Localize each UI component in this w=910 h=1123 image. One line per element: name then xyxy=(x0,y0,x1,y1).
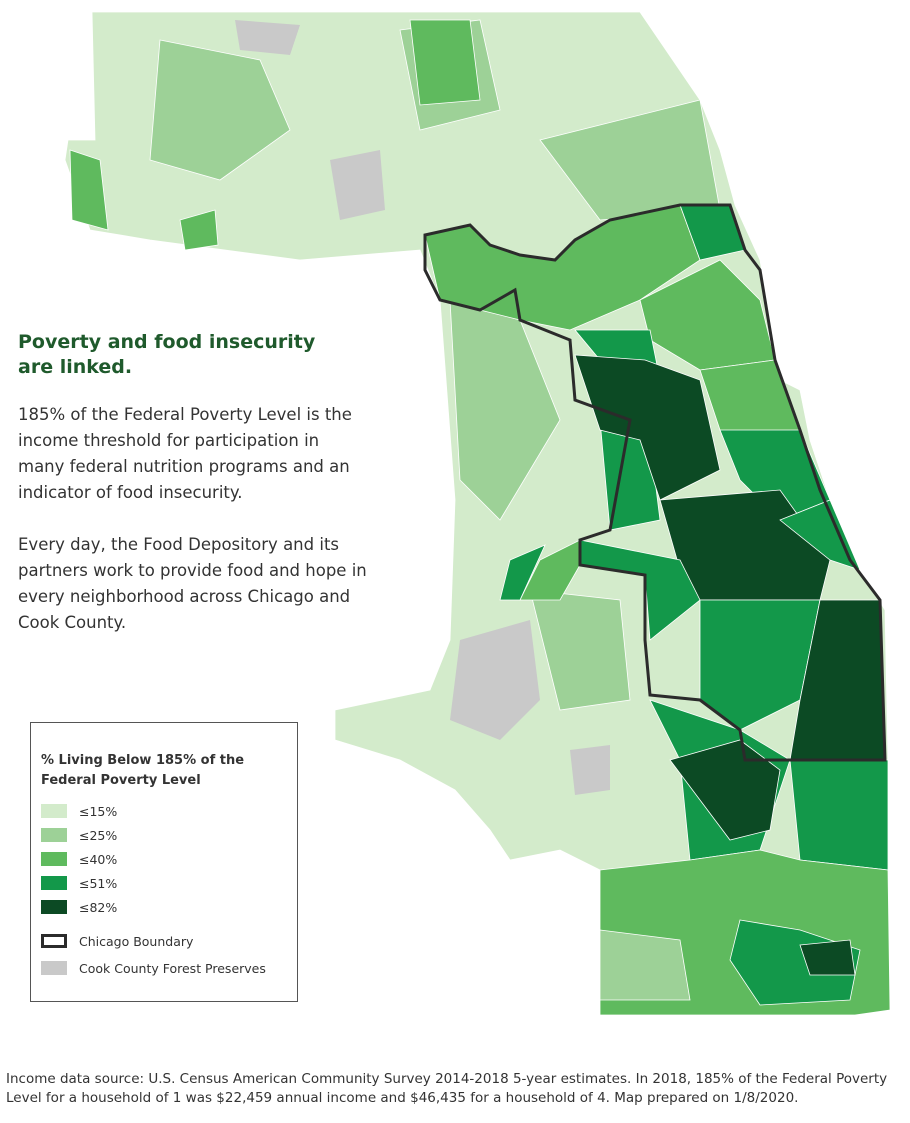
map xyxy=(64,11,891,1016)
map-region xyxy=(799,939,856,976)
map-region xyxy=(179,209,219,251)
legend-item: ≤51% xyxy=(41,875,117,891)
legend-item: ≤40% xyxy=(41,851,117,867)
legend-label: ≤15% xyxy=(79,803,118,819)
legend-title: % Living Below 185% of the Federal Pover… xyxy=(41,753,245,788)
map-region xyxy=(779,499,861,571)
forest-swatch xyxy=(41,961,67,975)
map-region xyxy=(499,544,546,601)
legend-boundary: Chicago Boundary xyxy=(41,933,193,949)
chicago-boundary xyxy=(423,203,887,762)
boundary-swatch xyxy=(41,934,67,948)
legend-swatch xyxy=(41,852,67,866)
legend-label: Cook County Forest Preserves xyxy=(79,960,266,976)
paragraph: 185% of the Federal Poverty Level is the… xyxy=(18,405,352,502)
map-region xyxy=(149,39,291,181)
map-region xyxy=(669,739,781,841)
legend-item: ≤15% xyxy=(41,803,117,819)
legend-swatch xyxy=(41,900,67,914)
legend: % Living Below 185% of the Federal Pover… xyxy=(30,722,298,1002)
legend-swatch xyxy=(41,804,67,818)
map-region xyxy=(69,149,109,231)
legend-label: ≤82% xyxy=(79,899,118,915)
map-region xyxy=(574,354,721,501)
legend-swatch xyxy=(41,828,67,842)
legend-item: ≤82% xyxy=(41,899,117,915)
legend-label: ≤25% xyxy=(79,827,118,843)
map-region xyxy=(529,589,631,711)
map-regions xyxy=(69,19,891,1016)
map-region xyxy=(789,759,889,871)
legend-item: ≤25% xyxy=(41,827,117,843)
map-region xyxy=(729,919,861,1006)
legend-forest: Cook County Forest Preserves xyxy=(41,960,266,976)
paragraph: Every day, the Food Depository and its p… xyxy=(18,535,367,632)
map-region xyxy=(599,929,691,1001)
legend-label: ≤40% xyxy=(79,851,118,867)
map-region xyxy=(409,19,481,106)
legend-label: Chicago Boundary xyxy=(79,933,194,949)
footnote: Income data source: U.S. Census American… xyxy=(6,1071,888,1106)
legend-label: ≤51% xyxy=(79,875,118,891)
map-region xyxy=(699,599,821,731)
legend-swatch xyxy=(41,876,67,890)
heading: Poverty and food insecurity are linked. xyxy=(18,331,316,378)
